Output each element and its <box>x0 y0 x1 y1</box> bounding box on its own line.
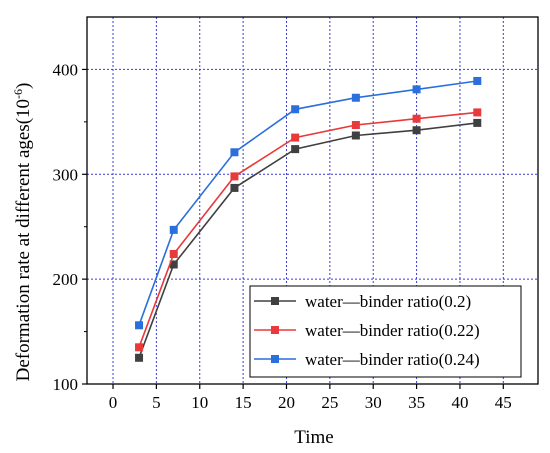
legend-entry: water—binder ratio(0.22) <box>254 321 480 340</box>
legend-entry: water—binder ratio(0.24) <box>254 350 480 369</box>
data-point <box>135 353 144 362</box>
series <box>135 76 482 330</box>
data-point <box>473 118 482 127</box>
x-tick-label: 0 <box>109 393 118 412</box>
data-point <box>291 105 300 114</box>
y-axis-title: Deformation rate at different ages(10-6) <box>11 83 34 382</box>
data-point <box>291 133 300 142</box>
data-point <box>473 76 482 85</box>
legend-marker <box>271 355 279 363</box>
x-tick-label: 25 <box>321 393 338 412</box>
x-tick-label: 10 <box>191 393 208 412</box>
data-point <box>169 249 178 258</box>
data-point <box>230 183 239 192</box>
y-tick-label: 200 <box>53 270 79 289</box>
legend: water—binder ratio(0.2) water—binder rat… <box>249 285 522 378</box>
data-point <box>169 225 178 234</box>
series-layer <box>135 76 482 362</box>
y-tick-label: 300 <box>53 165 79 184</box>
series <box>135 108 482 352</box>
x-axis-title: Time <box>294 427 333 448</box>
series <box>135 118 482 362</box>
legend-label: water—binder ratio(0.22) <box>305 321 480 340</box>
data-point <box>135 321 144 330</box>
legend-entry: water—binder ratio(0.2) <box>254 292 471 311</box>
y-axis-title-exponent: -6 <box>11 89 25 99</box>
legend-marker <box>271 326 279 334</box>
plot-frame <box>86 16 539 385</box>
x-tick-label: 5 <box>152 393 161 412</box>
legend-label: water—binder ratio(0.2) <box>305 292 471 311</box>
data-point <box>230 148 239 157</box>
y-tick-label: 100 <box>53 375 79 394</box>
x-tick-label: 30 <box>365 393 382 412</box>
x-tick-label: 15 <box>235 393 252 412</box>
x-tick-label: 40 <box>451 393 468 412</box>
axis-ticks: 0 5 10 15 20 25 30 35 40 45 100 200 300 400 <box>53 60 512 412</box>
data-point <box>473 108 482 117</box>
legend-marker <box>271 297 279 305</box>
y-axis-title-main: Deformation rate at different ages(10 <box>13 99 34 381</box>
data-point <box>291 145 300 154</box>
data-point <box>351 121 360 130</box>
data-point <box>412 114 421 123</box>
legend-label: water—binder ratio(0.24) <box>305 350 480 369</box>
y-tick-label: 400 <box>53 60 79 79</box>
x-tick-label: 35 <box>408 393 425 412</box>
data-point <box>412 126 421 135</box>
data-point <box>169 260 178 269</box>
data-point <box>412 85 421 94</box>
x-tick-label: 45 <box>495 393 512 412</box>
x-tick-label: 20 <box>278 393 295 412</box>
data-point <box>351 131 360 140</box>
y-axis-title-close: ) <box>13 83 34 89</box>
data-point <box>230 172 239 181</box>
data-point <box>135 343 144 352</box>
data-point <box>351 93 360 102</box>
